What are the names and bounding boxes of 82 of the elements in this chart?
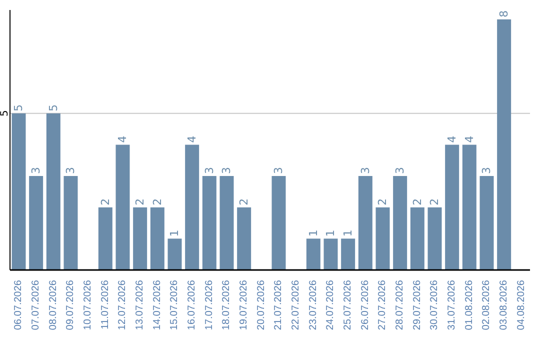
bar (116, 144, 130, 270)
data-label: 3 (64, 167, 78, 174)
bar (150, 207, 164, 270)
bar (220, 176, 234, 270)
x-tick-label: 12.07.2026 (117, 280, 128, 330)
x-tick-label: 10.07.2026 (82, 280, 94, 330)
x-tick-label: 22.07.2026 (290, 280, 302, 330)
data-label: 2 (150, 198, 164, 206)
data-label: 4 (446, 136, 459, 143)
x-tick-label: 02.08.2026 (481, 280, 492, 330)
x-tick-label: 01.08.2026 (464, 280, 475, 330)
x-tick-label: 13.07.2026 (134, 280, 146, 330)
bar (29, 176, 44, 270)
data-label: 3 (220, 167, 234, 174)
data-label: 1 (306, 230, 320, 237)
data-label: 3 (358, 167, 372, 174)
data-label: 3 (30, 167, 43, 174)
x-tick-label: 31.07.2026 (446, 280, 458, 330)
bar (237, 207, 252, 270)
bar (306, 238, 320, 270)
data-label: 2 (376, 198, 390, 206)
data-label: 3 (480, 167, 494, 174)
bar (272, 176, 286, 270)
data-label: 4 (186, 136, 199, 143)
bar (46, 113, 60, 270)
data-label: 2 (134, 198, 147, 206)
bar (462, 144, 476, 270)
data-label: 1 (168, 230, 182, 237)
bar (428, 207, 442, 270)
data-label: 5 (12, 104, 26, 112)
bar (497, 19, 512, 270)
bar (98, 207, 112, 270)
data-label: 4 (462, 136, 476, 143)
bar (324, 238, 338, 270)
x-tick-label: 29.07.2026 (412, 280, 423, 330)
bar (202, 176, 216, 270)
x-tick-label: 11.07.2026 (100, 280, 111, 330)
x-tick-label: 25.07.2026 (342, 280, 354, 330)
data-label: 2 (238, 198, 251, 206)
data-label: 2 (410, 198, 424, 206)
x-tick-label: 26.07.2026 (360, 280, 371, 330)
x-tick-label: 27.07.2026 (377, 280, 388, 330)
x-tick-label: 03.08.2026 (498, 280, 510, 330)
bar (376, 207, 390, 270)
bar (393, 176, 408, 270)
data-label: 3 (272, 167, 286, 174)
data-label: 2 (428, 198, 442, 206)
x-tick-label: 15.07.2026 (169, 280, 180, 330)
data-label: 1 (324, 230, 338, 237)
x-tick-label: 17.07.2026 (204, 280, 215, 330)
data-label: 3 (394, 167, 407, 174)
data-label: 1 (342, 230, 355, 237)
bar (341, 238, 356, 270)
x-tick-label: 16.07.2026 (186, 280, 198, 330)
x-tick-label: 23.07.2026 (308, 280, 319, 330)
x-tick-label: 08.07.2026 (48, 280, 59, 330)
x-tick-label: 04.08.2026 (516, 280, 527, 330)
bar (445, 144, 460, 270)
x-tick-label: 09.07.2026 (65, 280, 76, 330)
bar (12, 113, 26, 270)
bar (185, 144, 200, 270)
x-tick-label: 14.07.2026 (152, 280, 163, 330)
x-tick-label: 19.07.2026 (238, 280, 250, 330)
data-label: 2 (98, 198, 112, 206)
bar (410, 207, 424, 270)
x-tick-label: 21.07.2026 (273, 280, 284, 330)
x-tick-label: 06.07.2026 (13, 280, 24, 330)
data-label: 5 (46, 104, 60, 112)
x-tick-label: 24.07.2026 (325, 280, 336, 330)
data-label: 8 (498, 10, 511, 18)
bar (64, 176, 78, 270)
data-label: 4 (116, 136, 130, 143)
x-tick-label: 18.07.2026 (221, 280, 232, 330)
bar (168, 238, 182, 270)
x-tick-label: 28.07.2026 (394, 280, 406, 330)
bar (133, 207, 148, 270)
data-label: 3 (202, 167, 216, 174)
bar (480, 176, 494, 270)
x-tick-label: 07.07.2026 (30, 280, 42, 330)
x-tick-label: 30.07.2026 (429, 280, 440, 330)
x-tick-label: 20.07.2026 (256, 280, 267, 330)
bar (358, 176, 372, 270)
